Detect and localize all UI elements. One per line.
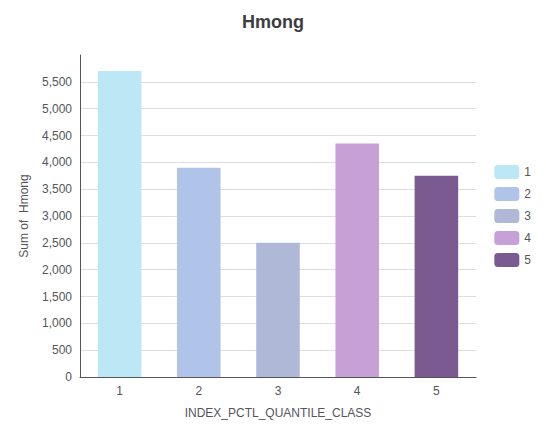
svg-text:2: 2	[524, 187, 531, 201]
svg-text:3,500: 3,500	[42, 182, 72, 196]
svg-text:5: 5	[433, 384, 440, 398]
svg-text:500: 500	[52, 343, 72, 357]
svg-text:3: 3	[524, 209, 531, 223]
svg-text:4: 4	[354, 384, 361, 398]
svg-text:INDEX_PCTL_QUANTILE_CLASS: INDEX_PCTL_QUANTILE_CLASS	[185, 406, 372, 420]
svg-text:1: 1	[524, 165, 531, 179]
svg-text:2: 2	[195, 384, 202, 398]
svg-text:5: 5	[524, 253, 531, 267]
svg-text:1,500: 1,500	[42, 290, 72, 304]
svg-text:4: 4	[524, 231, 531, 245]
svg-text:5,000: 5,000	[42, 102, 72, 116]
svg-text:0: 0	[65, 370, 72, 384]
svg-text:Hmong: Hmong	[242, 12, 304, 32]
svg-text:2,000: 2,000	[42, 263, 72, 277]
svg-text:4,000: 4,000	[42, 155, 72, 169]
svg-text:3,000: 3,000	[42, 209, 72, 223]
svg-text:1,000: 1,000	[42, 316, 72, 330]
svg-text:1: 1	[116, 384, 123, 398]
svg-text:4,500: 4,500	[42, 129, 72, 143]
svg-text:2,500: 2,500	[42, 236, 72, 250]
svg-text:3: 3	[275, 384, 282, 398]
svg-text:Sum of Hmong: Sum of Hmong	[17, 174, 31, 257]
svg-text:5,500: 5,500	[42, 75, 72, 89]
